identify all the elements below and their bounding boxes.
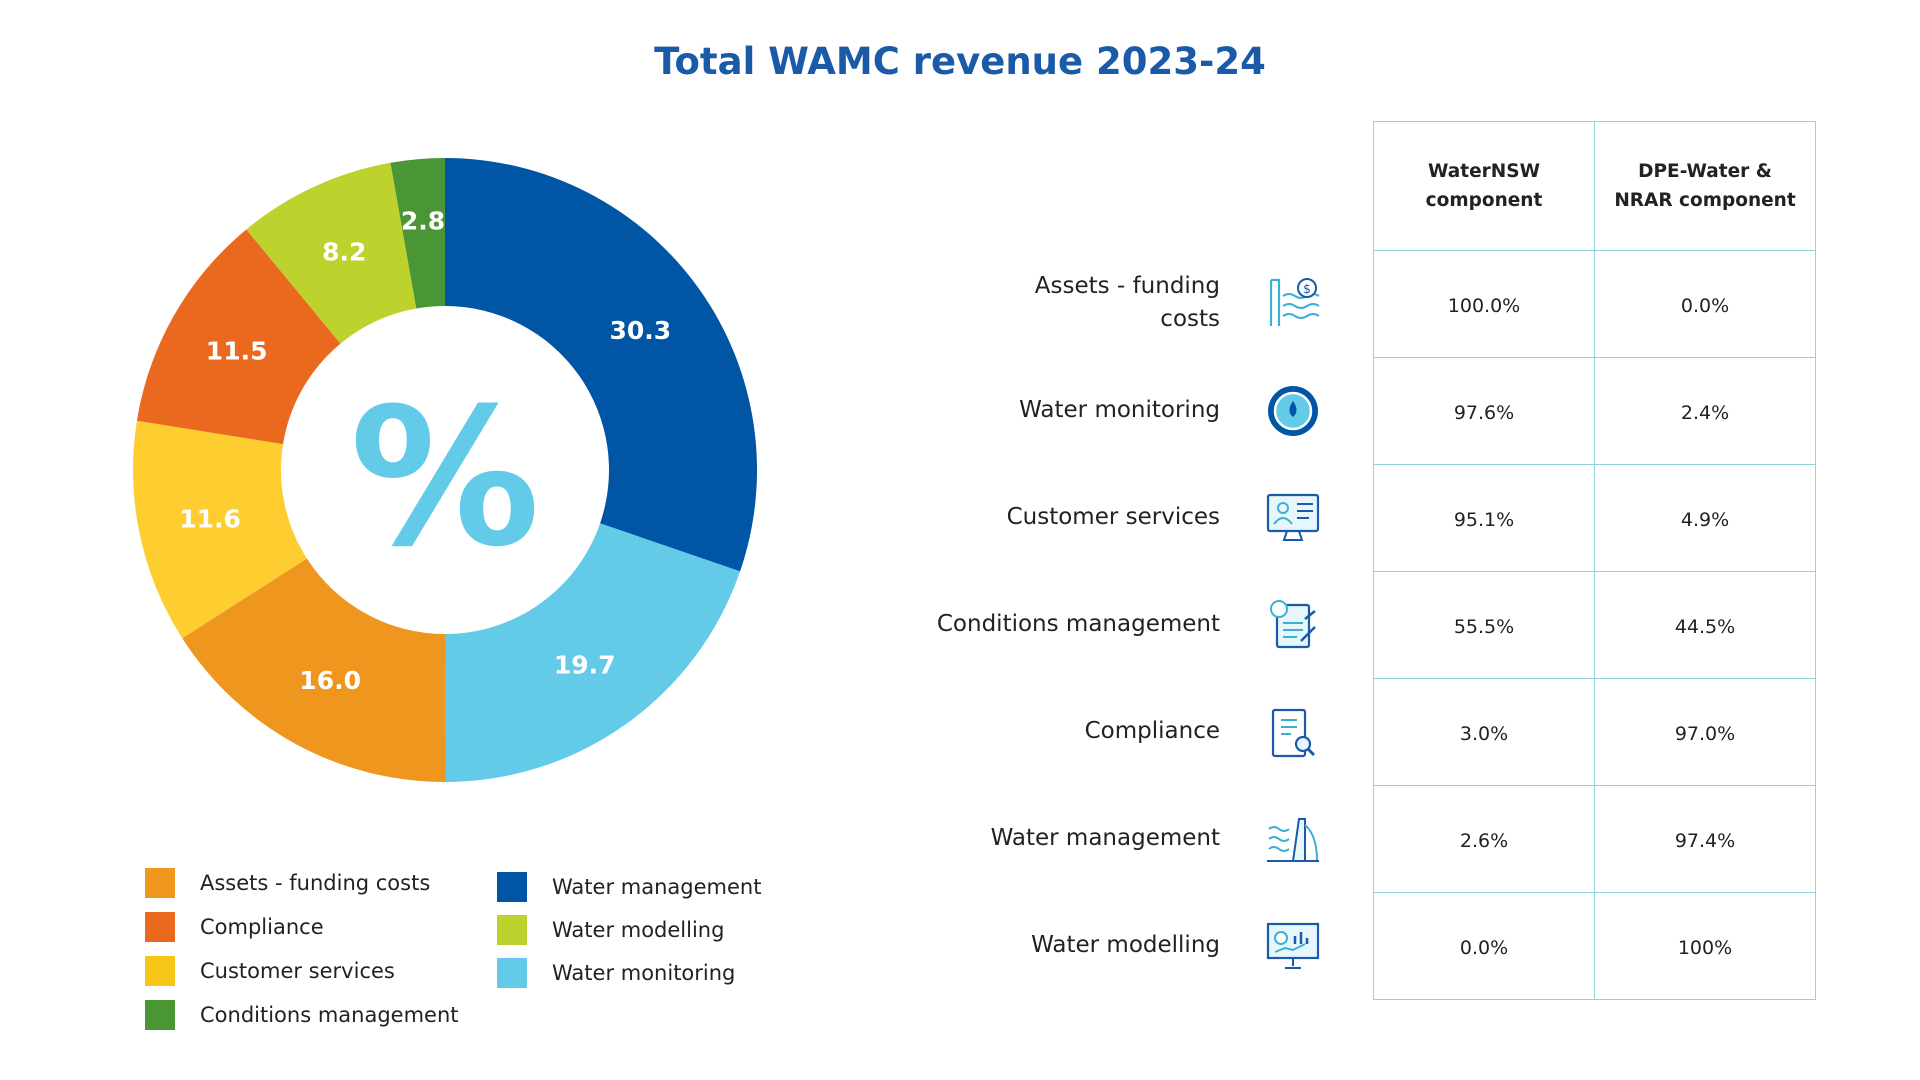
cell-waternsw: 55.5% (1373, 571, 1595, 679)
cell-dpe-water-nrar: 97.0% (1594, 678, 1816, 786)
legend-swatch (145, 1000, 175, 1030)
slice-compliance (136, 229, 341, 445)
cell-dpe-water-nrar: 100% (1594, 892, 1816, 1000)
legend-item: Assets - funding costs (145, 868, 430, 898)
legend-label: Assets - funding costs (200, 871, 431, 895)
legend-label: Water management (552, 875, 762, 899)
legend-swatch (497, 915, 527, 945)
slice-water-management (445, 158, 758, 572)
legend-item: Customer services (145, 956, 395, 986)
row-label: Compliance (1084, 717, 1220, 744)
table-row: 97.6% 2.4% (1373, 357, 1816, 465)
computer-user-icon (1266, 493, 1320, 541)
slice-label: 8.2 (322, 238, 366, 267)
table-row: 100.0% 0.0% (1373, 250, 1816, 358)
table-row: 0.0% 100% (1373, 892, 1816, 1000)
row-label: Water management (990, 824, 1220, 851)
legend-item: Conditions management (145, 1000, 459, 1030)
cell-dpe-water-nrar: 0.0% (1594, 250, 1816, 358)
legend-swatch (145, 868, 175, 898)
legend-item: Compliance (145, 912, 324, 942)
legend-label: Compliance (200, 915, 324, 939)
component-table: WaterNSW component DPE-Water & NRAR comp… (1373, 121, 1816, 1000)
slice-label: 11.6 (179, 504, 241, 533)
header-waternsw: WaterNSW component (1373, 121, 1595, 251)
slice-label: 30.3 (610, 316, 672, 345)
legend-label: Customer services (200, 959, 395, 983)
slice-customer-services (133, 420, 307, 639)
cell-waternsw: 97.6% (1373, 357, 1595, 465)
row-label: Conditions management (936, 610, 1220, 637)
slice-label: 16.0 (299, 666, 361, 695)
slice-water-modelling (246, 162, 417, 344)
chart-title: Total WAMC revenue 2023-24 (654, 40, 1266, 83)
cell-waternsw: 100.0% (1373, 250, 1595, 358)
water-drop-gauge-icon (1268, 385, 1318, 436)
cell-dpe-water-nrar: 44.5% (1594, 571, 1816, 679)
legend-item: Water modelling (497, 915, 724, 945)
chart-legend: Assets - funding costs Compliance Customer… (145, 868, 785, 1043)
cell-waternsw: 0.0% (1373, 892, 1595, 1000)
legend-swatch (145, 912, 175, 942)
table-row: 3.0% 97.0% (1373, 678, 1816, 786)
legend-swatch (497, 958, 527, 988)
svg-text:$: $ (1303, 282, 1311, 296)
legend-item: Water monitoring (497, 958, 735, 988)
dam-waves-icon (1267, 817, 1319, 862)
cell-waternsw: 95.1% (1373, 464, 1595, 572)
legend-label: Water modelling (552, 918, 725, 942)
document-check-icon (1270, 599, 1316, 648)
legend-label: Conditions management (200, 1003, 459, 1027)
legend-swatch (145, 956, 175, 986)
row-label: Water monitoring (1019, 396, 1220, 423)
legend-label: Water monitoring (552, 961, 736, 985)
clipboard-search-icon (1271, 708, 1316, 757)
table-row: 95.1% 4.9% (1373, 464, 1816, 572)
table-row: 55.5% 44.5% (1373, 571, 1816, 679)
row-label: Assets - funding costs (1034, 272, 1220, 332)
row-label: Customer services (1006, 503, 1220, 530)
donut-chart: 30.3 19.7 16.0 11.6 11.5 8.2 2.8% (133, 158, 758, 782)
row-label: Water modelling (1031, 931, 1220, 958)
legend-item: Water management (497, 872, 761, 902)
slice-water-monitoring (445, 523, 741, 782)
slice-label: 19.7 (554, 651, 616, 680)
cell-waternsw: 2.6% (1373, 785, 1595, 893)
slice-conditions-management (390, 158, 445, 309)
slice-assets-funding-costs (182, 558, 446, 782)
slice-label: 2.8 (401, 206, 445, 235)
slice-label: 11.5 (206, 336, 268, 365)
cell-dpe-water-nrar: 4.9% (1594, 464, 1816, 572)
cell-dpe-water-nrar: 2.4% (1594, 357, 1816, 465)
percent-icon: % (350, 368, 540, 589)
cell-waternsw: 3.0% (1373, 678, 1595, 786)
cell-dpe-water-nrar: 97.4% (1594, 785, 1816, 893)
header-dpe-water-nrar: DPE-Water & NRAR component (1594, 121, 1816, 251)
dam-dollar-icon: $ (1269, 277, 1320, 326)
presentation-chart-icon (1266, 922, 1320, 969)
table-header-row: WaterNSW component DPE-Water & NRAR comp… (1373, 121, 1816, 251)
table-row: 2.6% 97.4% (1373, 785, 1816, 893)
legend-swatch (497, 872, 527, 902)
